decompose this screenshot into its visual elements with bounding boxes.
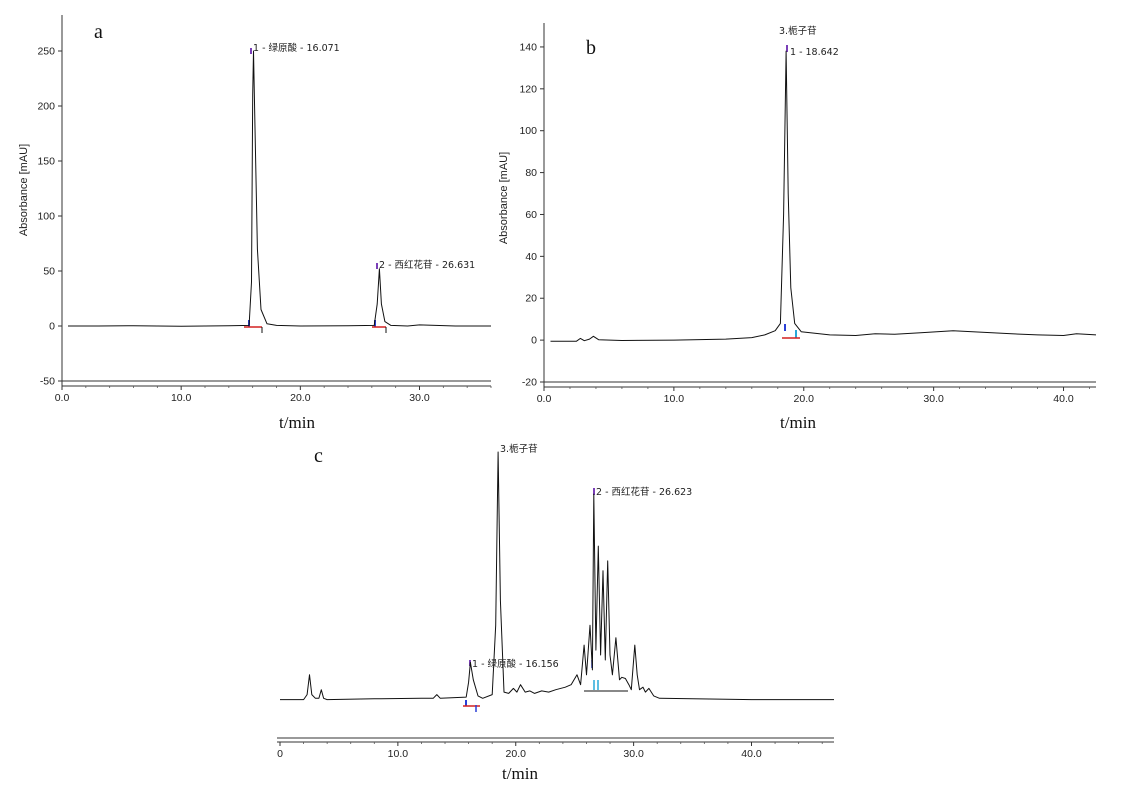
x-tick-label: 30.0 [623,748,644,760]
panel-b-integration-markers [782,45,800,339]
x-tick-label: 30.0 [923,393,944,405]
panel-b-x-axis-title: t/min [780,413,816,432]
panel-a-x-axis-title: t/min [279,413,315,432]
y-tick-label: 40 [525,251,537,263]
panel-c-annotation: 3.栀子苷 [500,443,538,455]
panel-c: c 0 10.0 20.0 30.0 40.0 t/min 3.栀子苷 2 - 西红花苷… [277,443,834,783]
panel-a-trace [68,50,491,327]
y-tick-label: 250 [37,46,55,58]
x-tick-label: 10.0 [388,748,409,760]
x-tick-label: 40.0 [1053,393,1074,405]
y-tick-label: 100 [519,125,537,137]
panel-c-integration-markers [463,488,599,712]
y-tick-label: 150 [37,156,55,168]
panel-a-x-ticks: 0.0 10.0 20.0 30.0 [55,386,492,404]
x-tick-label: 40.0 [741,748,762,760]
y-tick-label: 0 [531,335,537,347]
panel-a-y-axis-title: Absorbance [mAU] [18,144,30,236]
panel-a-peak-2-label: 2 - 西红花苷 - 26.631 [379,259,475,271]
panel-b-y-axis-title: Absorbance [mAU] [498,152,510,244]
y-tick-label: 140 [519,41,537,53]
y-tick-label: 50 [43,266,55,278]
panel-b-trace [550,50,1097,342]
panel-a-peak-1-label: 1 - 绿原酸 - 16.071 [253,42,340,54]
x-tick-label: 0 [277,748,283,760]
panel-c-letter: c [314,445,323,467]
panel-c-x-ticks: 0 10.0 20.0 30.0 40.0 [277,742,823,760]
panel-b-x-ticks: 0.0 10.0 20.0 30.0 40.0 [537,387,1090,405]
x-tick-label: 20.0 [506,748,527,760]
panel-c-trace [280,451,834,701]
panel-c-peak-1-label: 1 - 绿原酸 - 16.156 [472,658,559,670]
x-tick-label: 10.0 [171,392,192,404]
y-tick-label: 60 [525,209,537,221]
panel-c-peak-2-label: 2 - 西红花苷 - 26.623 [596,486,692,498]
y-tick-label: 20 [525,293,537,305]
y-tick-label: -50 [40,376,55,388]
panel-a-integration-markers [244,48,387,333]
panel-a: a 0.0 10.0 20.0 30.0 -50 0 50 100 150 200 250 Abs… [18,15,492,432]
panel-b-annotation: 3.栀子苷 [779,25,817,37]
y-tick-label: 120 [519,83,537,95]
x-tick-label: 0.0 [55,392,70,404]
x-tick-label: 10.0 [664,393,685,405]
y-tick-label: 200 [37,101,55,113]
panel-c-x-axis-title: t/min [502,764,538,783]
x-tick-label: 20.0 [794,393,815,405]
x-tick-label: 30.0 [409,392,430,404]
x-tick-label: 0.0 [537,393,552,405]
y-tick-label: 80 [525,167,537,179]
panel-a-letter: a [94,21,103,43]
y-tick-label: 0 [49,321,55,333]
panel-a-y-ticks: -50 0 50 100 150 200 250 [37,46,62,388]
y-tick-label: 100 [37,211,55,223]
panel-b: b 0.0 10.0 20.0 30.0 40.0 -20 0 20 40 60 80 100 120… [498,23,1097,432]
y-tick-label: -20 [522,377,537,389]
panel-b-letter: b [586,37,596,59]
panel-b-y-ticks: -20 0 20 40 60 80 100 120 140 [519,41,544,389]
x-tick-label: 20.0 [290,392,311,404]
panel-b-peak-1-label: 1 - 18.642 [790,47,839,58]
